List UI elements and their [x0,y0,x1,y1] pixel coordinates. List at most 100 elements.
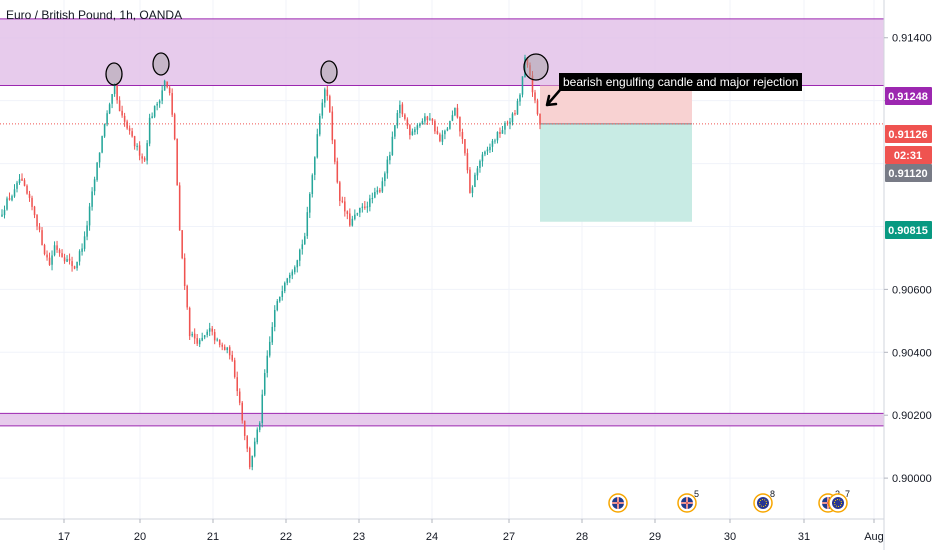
candle-body [141,156,143,159]
candle-body [416,125,419,130]
candle-body [236,377,238,392]
candle-body [143,158,146,161]
candle-body [291,271,294,276]
candle-body [299,249,301,261]
candle-body [464,139,466,154]
candle-body [339,182,341,201]
candle-body [526,57,529,66]
candles [1,54,541,471]
candle-body [28,193,31,198]
calendar-events[interactable]: 5827 [608,489,850,513]
candle-body [96,162,98,180]
candle-body [436,131,439,134]
candle-body [314,157,316,175]
candle-body [3,209,6,216]
x-tick-label: 21 [207,531,219,543]
y-tick-label: 0.90600 [892,284,932,296]
candle-body [326,89,329,96]
candle-body [111,94,113,104]
candle-body [489,146,491,151]
candle-body [278,296,281,302]
y-tick-label: 0.91400 [892,33,932,45]
candle-body [191,333,193,336]
candle-body [459,116,461,132]
candle-body [153,105,156,117]
x-tick-label: 20 [134,531,146,543]
calendar-event-count: 7 [845,489,850,499]
candle-body [324,89,326,103]
candle-body [309,193,311,213]
price-badges: 0.91248 0.91126 02:31 0.91120 0.90815 [885,87,932,239]
candle-body [504,123,506,130]
candle-body [456,107,459,118]
candle-body [101,136,103,153]
candle-body [158,100,161,104]
candle-body [226,347,228,350]
candle-body [466,153,469,171]
candle-body [176,138,178,186]
chart-title: Euro / British Pound, 1h, OANDA [6,8,183,22]
x-tick-label: 23 [353,531,365,543]
y-tick-label: 0.90200 [892,410,932,422]
candle-body [494,140,496,142]
candle-body [381,181,384,192]
y-tick-label: 0.90000 [892,473,932,485]
candle-body [188,307,191,337]
candle-body [138,145,141,156]
position-tool[interactable] [0,85,884,222]
x-tick-label: 30 [724,531,736,543]
candle-body [321,102,324,116]
candle-body [148,117,151,144]
candle-body [481,154,484,162]
candle-body [411,131,414,135]
candle-body [136,145,138,147]
candle-body [354,214,356,220]
candle-body [266,355,269,373]
markers [105,52,562,107]
candle-body [501,130,504,134]
candle-body [419,123,421,126]
candle-body [316,134,319,158]
candle-body [476,168,479,176]
x-tick-label: 17 [58,531,70,543]
candle-body [474,174,476,188]
position-target-area[interactable] [540,123,692,222]
candle-body [116,85,118,101]
candle-body [103,124,106,137]
candle-body [121,110,123,116]
candle-body [409,125,411,136]
eu-flag-stars [759,499,767,507]
candle-body [261,394,264,424]
price-badge-label: 02:31 [894,150,922,162]
candle-body [246,436,249,449]
candle-body [288,275,291,279]
x-tick-label: 31 [798,531,810,543]
candle-body [344,201,346,212]
candle-body [86,225,88,237]
price-badge [885,146,932,164]
candle-body [471,187,474,193]
candle-body [43,245,46,255]
candle-body [351,218,354,226]
candle-body [319,116,321,135]
candle-body [454,107,456,116]
candle-body [359,207,361,213]
candle-body [83,236,86,249]
candle-body [183,257,186,286]
calendar-event-count: 5 [694,489,699,499]
candle-body [281,291,284,297]
candle-body [98,152,101,163]
candle-body [243,420,246,436]
candle-body [66,259,68,262]
candle-body [76,261,78,269]
candle-body [268,341,271,356]
candle-body [401,104,404,115]
position-stop-area[interactable] [540,85,692,124]
candle-body [16,182,18,189]
candle-body [414,129,416,133]
candle-body [91,191,93,207]
candle-body [276,301,279,311]
candle-body [151,116,153,118]
rejection-circle-marker [152,52,170,76]
